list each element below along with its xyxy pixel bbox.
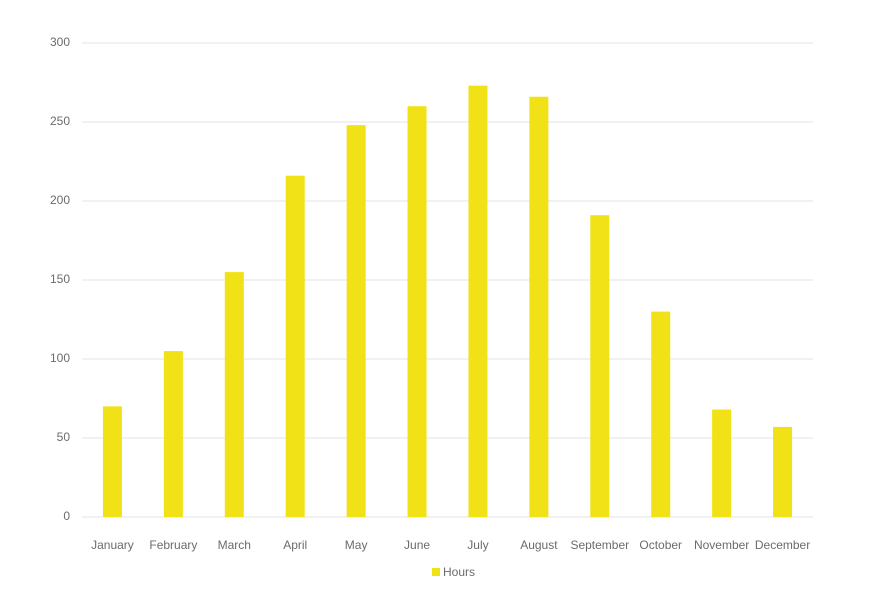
bar [102, 406, 122, 517]
x-tick-label: June [404, 538, 430, 552]
x-tick-label: May [345, 538, 368, 552]
y-tick-label: 200 [50, 193, 70, 207]
y-tick-label: 300 [50, 35, 70, 49]
bar [590, 215, 610, 517]
x-tick-label: December [755, 538, 810, 552]
bar [529, 96, 549, 517]
y-tick-label: 150 [50, 272, 70, 286]
x-tick-label: March [218, 538, 251, 552]
bar [651, 311, 671, 517]
y-tick-label: 100 [50, 351, 70, 365]
bar [468, 85, 488, 517]
bar [163, 351, 183, 517]
x-tick-label: September [570, 538, 629, 552]
x-tick-label: April [283, 538, 307, 552]
y-tick-label: 0 [63, 509, 70, 523]
x-tick-label: November [694, 538, 749, 552]
bar [346, 125, 366, 517]
bar [712, 409, 732, 517]
bar [773, 426, 793, 517]
x-tick-label: February [149, 538, 197, 552]
bar [285, 175, 305, 517]
bar [407, 106, 427, 517]
x-tick-label: January [91, 538, 134, 552]
x-tick-label: October [639, 538, 682, 552]
legend-swatch [432, 568, 440, 576]
y-tick-label: 250 [50, 114, 70, 128]
y-tick-label: 50 [57, 430, 71, 444]
x-tick-label: July [467, 538, 488, 552]
x-tick-label: August [520, 538, 558, 552]
bar [224, 272, 244, 517]
legend-label: Hours [443, 565, 475, 579]
